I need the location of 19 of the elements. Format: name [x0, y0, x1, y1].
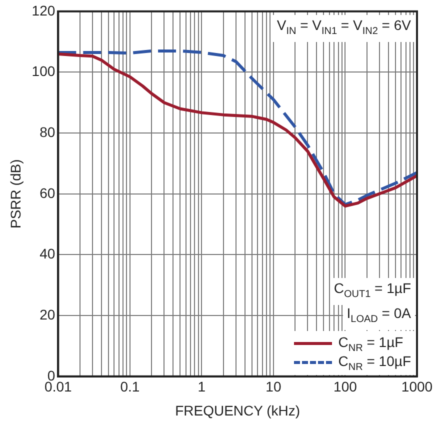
y-tick-label: 120 [32, 2, 56, 18]
x-tick-label: 10 [266, 378, 282, 395]
y-tick-label: 0 [47, 367, 56, 384]
y-tick-label: 60 [40, 184, 56, 201]
x-tick-label: 100 [334, 378, 358, 395]
legend-label: C$_{NR}$ = 10µF [338, 353, 411, 373]
x-axis-title: FREQUENCY (kHz) [175, 402, 300, 418]
y-tick-label: 20 [40, 306, 56, 322]
x-tick-label: 1 [198, 378, 206, 395]
y-axis-title: PSRR (dB) [7, 159, 24, 229]
annotation: V$_{IN}$ = V$_{IN1}$ = V$_{IN2}$ = 6V [272, 15, 415, 42]
y-tick-label: 80 [40, 124, 56, 140]
x-tick-label: 0.1 [120, 378, 140, 395]
y-tick-label: 100 [32, 63, 56, 80]
x-tick-label: 1000 [401, 378, 433, 395]
annotation: C$_{OUT1}$ = 1µF [330, 278, 415, 306]
legend-label: C$_{NR}$ = 1µF [338, 334, 404, 354]
y-tick-label: 40 [40, 246, 56, 262]
annotation: I$_{LOAD}$ = 0A [342, 303, 415, 330]
